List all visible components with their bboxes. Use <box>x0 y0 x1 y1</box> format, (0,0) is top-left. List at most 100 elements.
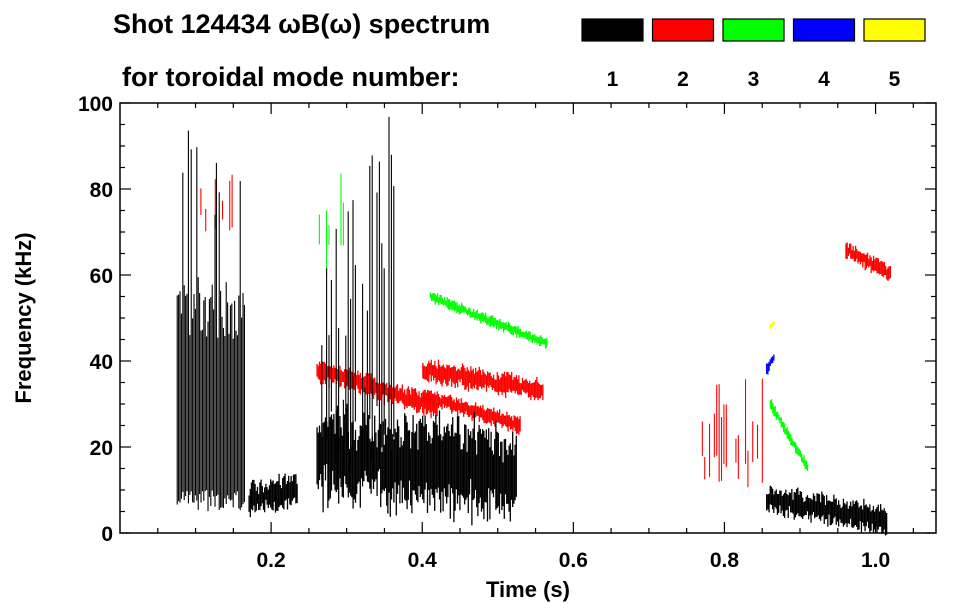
spectrum-cell <box>443 426 445 489</box>
legend-swatch-mode-3 <box>722 18 785 42</box>
spectrum-spike <box>200 330 202 503</box>
spectrum-cell <box>416 392 418 414</box>
spectrum-cell <box>537 337 540 344</box>
spectrum-spike <box>243 304 245 503</box>
spectrum-cell <box>365 373 367 395</box>
spectrum-cell <box>848 505 851 524</box>
spectrum-cell <box>389 429 391 517</box>
spectrum-cell <box>350 446 352 496</box>
spectrum-cell <box>273 484 275 502</box>
spectrum-cell <box>447 423 449 498</box>
spectrum-spike <box>200 188 202 215</box>
spectrum-cell <box>429 391 431 405</box>
spectrum-cell <box>329 416 331 499</box>
spectrum-cell <box>280 488 283 505</box>
spectrum-cell <box>411 387 413 408</box>
spectrum-cell <box>797 487 799 514</box>
spectrum-cell <box>802 497 804 519</box>
spectrum-cell <box>387 427 389 514</box>
spectrum-cell <box>886 269 888 280</box>
spectrum-cell <box>508 323 511 333</box>
mode-1-band-13 <box>316 403 517 526</box>
spectrum-cell <box>533 381 536 401</box>
x-tick-label: 0.6 <box>559 549 588 572</box>
spectrum-cell <box>457 400 459 417</box>
spectrum-cell <box>440 434 442 513</box>
spectrum-cell <box>479 428 481 498</box>
spectrum-cell <box>405 415 407 501</box>
spectrum-cell <box>832 501 834 524</box>
spectrum-cell <box>511 416 513 429</box>
spectrum-cell <box>495 379 497 392</box>
spectrum-spike <box>217 337 219 495</box>
spectrum-cell <box>461 402 464 413</box>
spectrum-cell <box>489 409 491 424</box>
spectrum-cell <box>503 371 506 393</box>
spectrum-cell <box>406 388 408 409</box>
spectrum-cell <box>497 375 500 396</box>
spectrum-cell <box>502 413 504 426</box>
spectrum-cell <box>417 395 419 413</box>
spectrum-spike <box>227 302 229 496</box>
spectrum-spike <box>229 180 231 231</box>
spectrum-spike <box>224 335 226 499</box>
spectrum-spike <box>211 284 213 491</box>
spectrum-cell <box>858 251 860 262</box>
spectrum-cell <box>537 382 539 401</box>
spectrum-cell <box>502 322 505 333</box>
y-tick-label: 0 <box>101 523 113 546</box>
spectrum-spike <box>328 225 330 245</box>
spectrum-spike <box>354 264 356 422</box>
spectrum-cell <box>769 485 771 505</box>
spectrum-cell <box>871 260 874 271</box>
mode-2-band-2 <box>422 389 521 435</box>
spectrum-spike <box>241 317 243 508</box>
spectrum-cell <box>435 415 437 490</box>
spectrum-cell <box>352 420 354 509</box>
spectrum-cell <box>465 401 467 412</box>
spectrum-cell <box>441 394 443 410</box>
spectrum-cell <box>512 431 514 508</box>
spectrum-cell <box>464 368 466 390</box>
spectrum-cell <box>850 243 852 259</box>
spectrum-spike <box>725 404 727 468</box>
spectrum-cell <box>774 491 776 507</box>
spectrum-cell <box>816 493 818 517</box>
spectrum-cell <box>469 371 471 384</box>
spectrum-cell <box>803 454 805 466</box>
spectrum-cell <box>869 504 871 533</box>
spectrum-cell <box>436 391 438 407</box>
spectrum-cell <box>450 302 452 309</box>
spectrum-cell <box>531 382 533 396</box>
spectrum-cell <box>525 330 528 339</box>
spectrum-cell <box>458 416 460 496</box>
spectrum-cell <box>374 415 376 482</box>
spectrum-cell <box>498 455 501 514</box>
spectrum-cell <box>372 378 375 400</box>
spectrum-cell <box>482 312 484 322</box>
spectrum-cell <box>863 498 865 527</box>
spectrum-spike <box>221 316 223 508</box>
spectrum-cell <box>791 488 793 513</box>
spectrum-cell <box>769 323 772 329</box>
spectrum-cell <box>536 336 538 345</box>
spectrum-cell <box>778 494 780 513</box>
spectrum-cell <box>850 501 852 519</box>
spectrum-cell <box>435 366 437 385</box>
spectrum-cell <box>532 382 534 397</box>
legend: 1 2 3 4 5 <box>581 18 926 91</box>
spectrum-cell <box>799 450 802 458</box>
spectrum-cell <box>404 389 406 410</box>
spectrum-spike <box>330 280 332 412</box>
spectrum-cell <box>805 460 808 470</box>
spectrum-spike <box>231 174 233 228</box>
spectrum-cell <box>496 319 499 325</box>
spectrum-cell <box>494 379 496 392</box>
spectrum-cell <box>434 399 436 414</box>
spectrum-cell <box>456 416 459 504</box>
spectrum-cell <box>844 503 846 525</box>
spectrum-cell <box>454 366 456 388</box>
spectrum-spike <box>206 336 208 491</box>
spectrum-cell <box>437 435 439 488</box>
